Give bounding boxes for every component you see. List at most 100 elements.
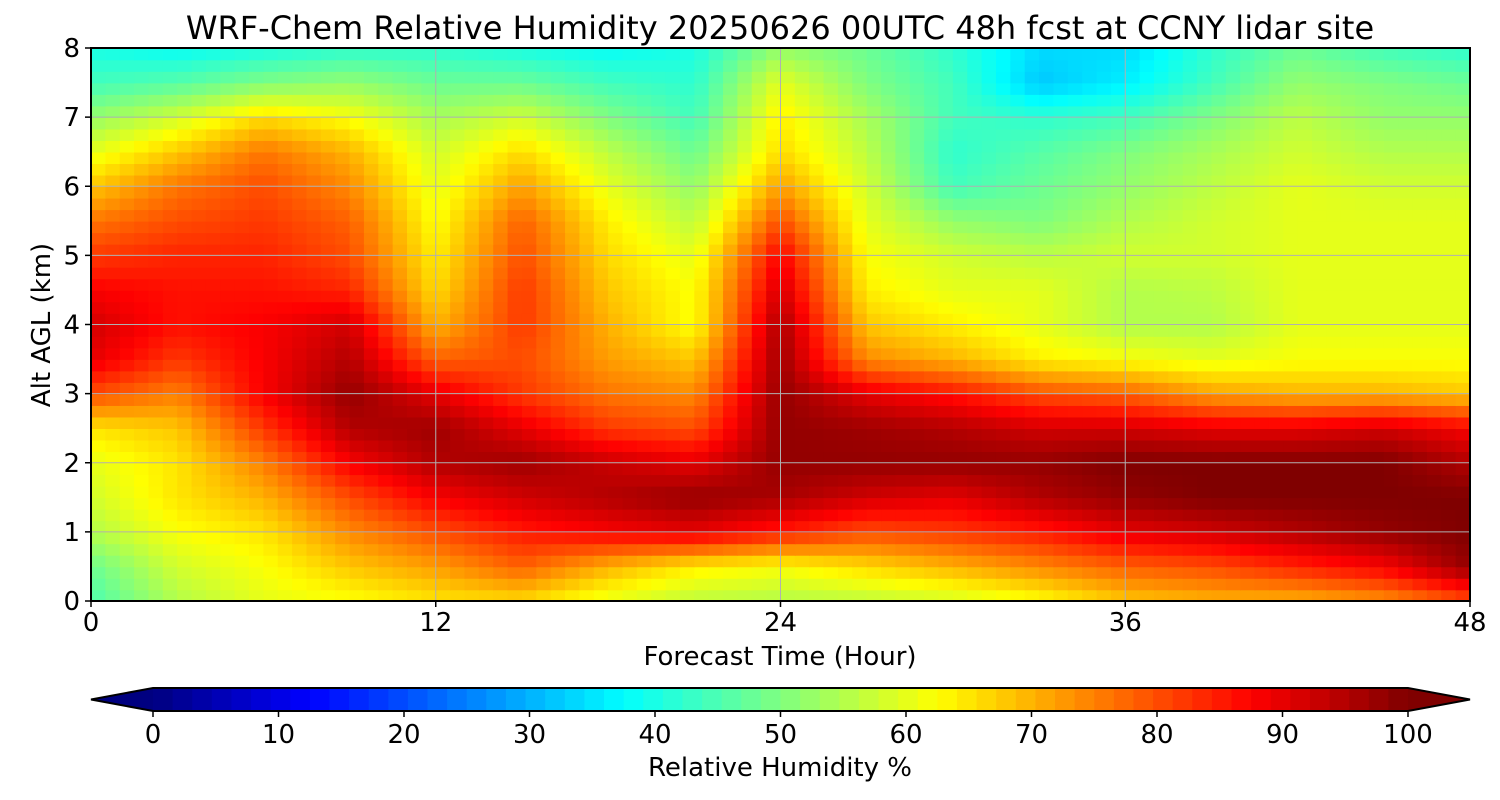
rh-cell	[1283, 243, 1299, 257]
rh-cell	[464, 174, 480, 188]
rh-cell	[1082, 105, 1098, 118]
rh-cell	[320, 520, 336, 533]
rh-cell	[1398, 370, 1414, 383]
rh-cell	[780, 577, 796, 591]
rh-cell	[622, 151, 638, 165]
rh-cell	[837, 278, 854, 291]
rh-cell	[1398, 439, 1414, 453]
rh-cell	[536, 347, 552, 360]
rh-cell	[1426, 48, 1443, 61]
rh-cell	[162, 140, 178, 153]
rh-cell	[349, 140, 365, 153]
rh-cell	[1426, 312, 1443, 326]
rh-cell	[349, 232, 365, 245]
rh-cell	[1153, 151, 1170, 165]
rh-cell	[162, 485, 178, 499]
rh-cell	[1254, 117, 1270, 130]
rh-cell	[952, 312, 969, 326]
rh-cell	[708, 174, 724, 188]
rh-cell	[148, 554, 164, 568]
rh-cell	[249, 531, 265, 545]
rh-cell	[952, 82, 969, 95]
rh-cell	[220, 382, 236, 395]
rh-cell	[450, 393, 466, 406]
rh-cell	[1254, 48, 1270, 61]
rh-cell	[1110, 266, 1127, 280]
rh-cell	[464, 94, 480, 107]
rh-cell	[852, 405, 868, 418]
rh-cell	[967, 105, 983, 118]
rh-cell	[435, 428, 451, 441]
rh-cell	[924, 163, 940, 176]
rh-cell	[1096, 289, 1112, 303]
rh-cell	[636, 531, 653, 545]
rh-cell	[435, 451, 451, 464]
rh-cell	[852, 485, 868, 499]
rh-cell	[277, 577, 293, 591]
rh-cell	[335, 462, 351, 476]
rh-cell	[263, 416, 279, 429]
rh-cell	[579, 278, 595, 291]
rh-cell	[378, 301, 394, 314]
rh-cell	[593, 382, 609, 395]
rh-cell	[780, 485, 796, 499]
rh-cell	[809, 324, 825, 337]
rh-cell	[809, 301, 825, 314]
rh-cell	[148, 186, 164, 199]
rh-cell	[1268, 197, 1285, 211]
rh-cell	[1110, 140, 1127, 153]
rh-cell	[794, 554, 811, 568]
rh-cell	[967, 151, 983, 165]
rh-cell	[1039, 94, 1055, 107]
rh-cell	[119, 255, 135, 268]
rh-cell	[536, 428, 552, 441]
rh-cell	[708, 497, 724, 510]
rh-cell	[320, 485, 336, 499]
rh-cell	[363, 497, 380, 510]
rh-cell	[622, 312, 638, 326]
colorbar-segment	[466, 688, 487, 711]
rh-cell	[881, 382, 897, 395]
rh-cell	[349, 589, 365, 601]
rh-cell	[679, 278, 696, 291]
rh-cell	[335, 347, 351, 360]
rh-cell	[1110, 94, 1127, 107]
rh-cell	[191, 163, 207, 176]
rh-cell	[1197, 543, 1213, 556]
rh-cell	[1010, 163, 1026, 176]
rh-cell	[852, 451, 868, 464]
rh-cell	[1311, 359, 1328, 372]
rh-cell	[981, 301, 997, 314]
rh-cell	[507, 416, 523, 429]
rh-cell	[205, 543, 222, 556]
rh-cell	[1225, 266, 1241, 280]
rh-cell	[1197, 336, 1213, 349]
rh-cell	[119, 324, 135, 337]
rh-cell	[1125, 301, 1141, 314]
rh-cell	[435, 554, 451, 568]
rh-cell	[1297, 151, 1313, 165]
rh-cell	[105, 266, 121, 280]
rh-cell	[435, 520, 451, 533]
rh-cell	[938, 405, 954, 418]
rh-cell	[1340, 232, 1356, 245]
rh-cell	[1426, 243, 1443, 257]
rh-cell	[1082, 451, 1098, 464]
rh-cell	[378, 439, 394, 453]
rh-cell	[277, 232, 293, 245]
rh-cell	[1441, 312, 1457, 326]
rh-cell	[1225, 554, 1241, 568]
rh-cell	[1311, 336, 1328, 349]
rh-cell	[435, 301, 451, 314]
rh-cell	[521, 520, 538, 533]
rh-cell	[751, 474, 767, 487]
rh-cell	[105, 531, 121, 545]
rh-cell	[349, 531, 365, 545]
rh-cell	[593, 140, 609, 153]
rh-cell	[1441, 566, 1457, 579]
rh-cell	[464, 370, 480, 383]
rh-cell	[1240, 416, 1256, 429]
rh-cell	[1182, 531, 1198, 545]
rh-cell	[1082, 174, 1098, 188]
rh-cell	[1039, 577, 1055, 591]
